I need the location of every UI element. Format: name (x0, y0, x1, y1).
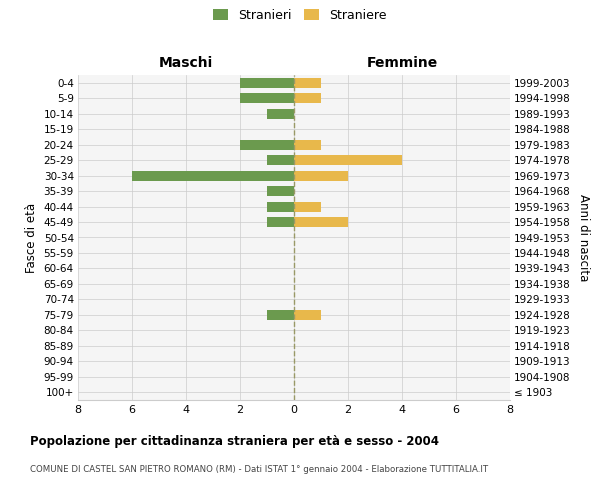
Bar (294, 155, 402, 165)
Bar (267, 155, 294, 165)
Bar (294, 78, 321, 88)
Bar (294, 170, 348, 180)
Bar (294, 93, 321, 103)
Bar (240, 140, 294, 149)
Y-axis label: Anni di nascita: Anni di nascita (577, 194, 590, 281)
Bar (267, 202, 294, 211)
Text: Femmine: Femmine (367, 56, 437, 70)
Bar (267, 186, 294, 196)
Text: Maschi: Maschi (159, 56, 213, 70)
Bar (267, 108, 294, 118)
Bar (294, 202, 321, 211)
Bar (267, 310, 294, 320)
Y-axis label: Fasce di età: Fasce di età (25, 202, 38, 272)
Legend: Stranieri, Straniere: Stranieri, Straniere (213, 8, 387, 22)
Bar (132, 170, 294, 180)
Bar (240, 78, 294, 88)
Text: COMUNE DI CASTEL SAN PIETRO ROMANO (RM) - Dati ISTAT 1° gennaio 2004 - Elaborazi: COMUNE DI CASTEL SAN PIETRO ROMANO (RM) … (30, 465, 488, 474)
Bar (294, 310, 321, 320)
Bar (294, 217, 348, 227)
Bar (267, 217, 294, 227)
Text: Popolazione per cittadinanza straniera per età e sesso - 2004: Popolazione per cittadinanza straniera p… (30, 435, 439, 448)
Bar (240, 93, 294, 103)
Bar (294, 140, 321, 149)
